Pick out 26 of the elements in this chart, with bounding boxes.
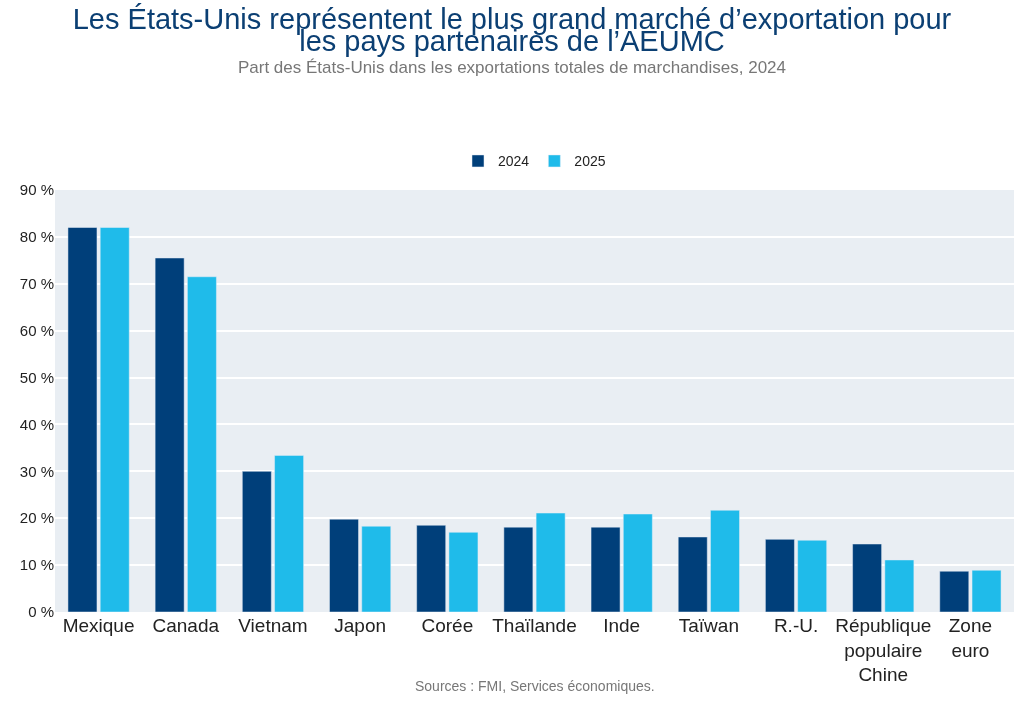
y-tick-label: 80 % — [19, 228, 54, 246]
y-tick-label: 10 % — [19, 556, 54, 574]
x-tick-label: Canada — [152, 615, 220, 636]
legend-label: 2024 — [498, 153, 530, 170]
y-tick-label: 90 % — [19, 181, 54, 199]
y-tick-label: 30 % — [19, 462, 54, 480]
x-tick-label: Vietnam — [238, 615, 308, 636]
y-tick-label: 60 % — [19, 321, 54, 339]
x-tick-label: Thaïlande — [492, 615, 577, 636]
chart-title: Les États-Unis représentent le plus grand marché d’exportation pour les pays partenaires de l’AEUMC — [72, 2, 952, 57]
x-tick-label: Japon — [334, 615, 387, 636]
x-tick-label: Zone euro — [948, 615, 993, 661]
x-tick-label: Mexique — [62, 615, 135, 636]
x-tick-label: Taïwan — [678, 615, 739, 636]
legend-label: 2025 — [574, 153, 606, 170]
y-tick-label: 70 % — [19, 275, 54, 293]
x-tick-label: Inde — [603, 615, 641, 636]
x-tick-label: République populaire Chine — [835, 615, 932, 686]
x-tick-label: R.-U. — [773, 615, 819, 636]
y-tick-label: 50 % — [19, 368, 54, 386]
y-tick-label: 40 % — [19, 415, 54, 433]
x-tick-label: Corée — [421, 615, 474, 636]
chart-subtitle: Part des États-Unis dans les exportations totales de marchandises, 2024 — [237, 58, 787, 78]
y-tick-label: 20 % — [19, 509, 54, 527]
y-tick-label: 0 % — [28, 603, 54, 621]
source-note: Sources : FMI, Services économiques. — [415, 678, 655, 694]
